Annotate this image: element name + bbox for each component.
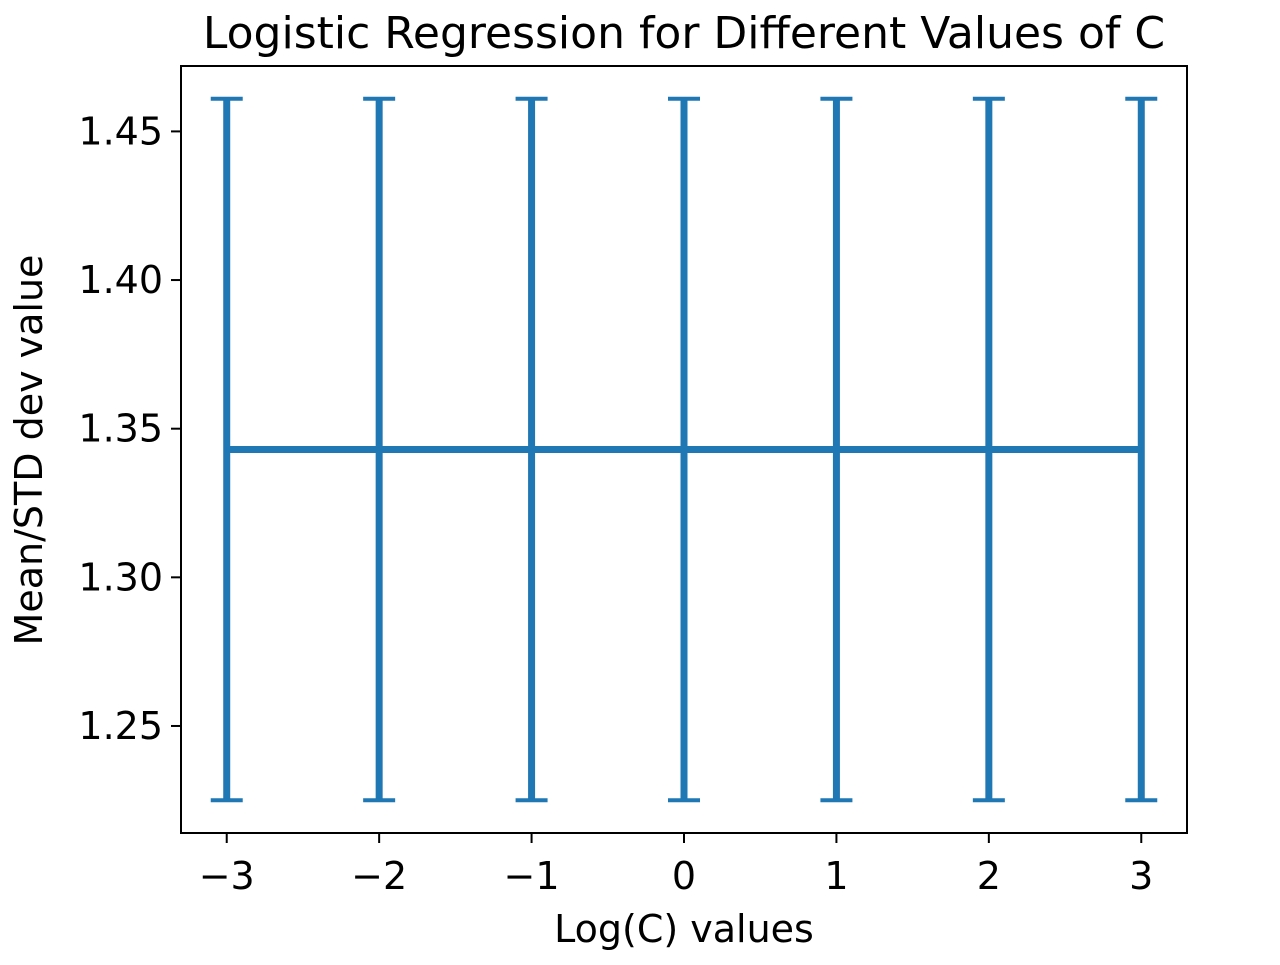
x-tick-label: −2 [351,854,407,898]
x-tick-label: 2 [977,854,1001,898]
y-tick-label: 1.30 [78,555,163,599]
x-axis-label: Log(C) values [554,907,814,951]
x-tick-label: −3 [199,854,255,898]
axis-ticks: −3 −2 −1 0 1 2 3 1.25 1.30 1.35 1.40 1.45 [78,109,1153,898]
x-tick-label: 3 [1129,854,1153,898]
y-axis-label: Mean/STD dev value [7,255,51,646]
x-tick-label: 0 [672,854,696,898]
axes-frame [180,65,1188,834]
chart-title: Logistic Regression for Different Values… [203,8,1165,59]
y-tick-label: 1.35 [78,407,163,451]
plot-marks [210,96,1158,803]
x-tick-label: −1 [504,854,560,898]
y-tick-label: 1.45 [78,109,163,153]
x-tick-label: 1 [824,854,848,898]
y-tick-label: 1.25 [78,704,163,748]
y-tick-label: 1.40 [78,258,163,302]
